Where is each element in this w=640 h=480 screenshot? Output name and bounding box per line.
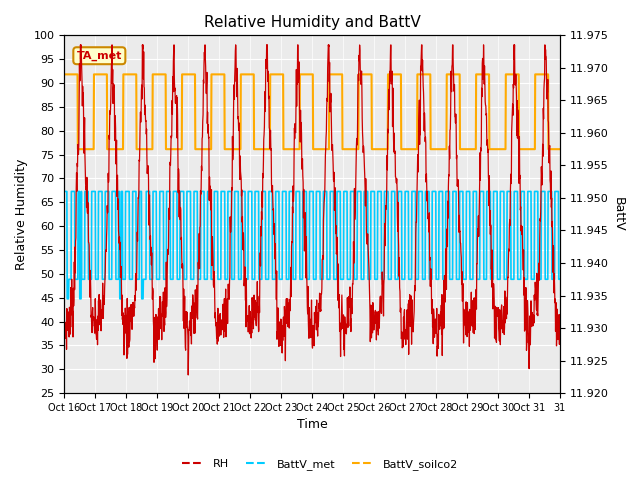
Legend: RH, BattV_met, BattV_soilco2: RH, BattV_met, BattV_soilco2 bbox=[177, 455, 463, 474]
Y-axis label: Relative Humidity: Relative Humidity bbox=[15, 158, 28, 270]
Y-axis label: BattV: BattV bbox=[612, 197, 625, 231]
X-axis label: Time: Time bbox=[296, 419, 328, 432]
Text: TA_met: TA_met bbox=[77, 50, 122, 61]
Title: Relative Humidity and BattV: Relative Humidity and BattV bbox=[204, 15, 420, 30]
